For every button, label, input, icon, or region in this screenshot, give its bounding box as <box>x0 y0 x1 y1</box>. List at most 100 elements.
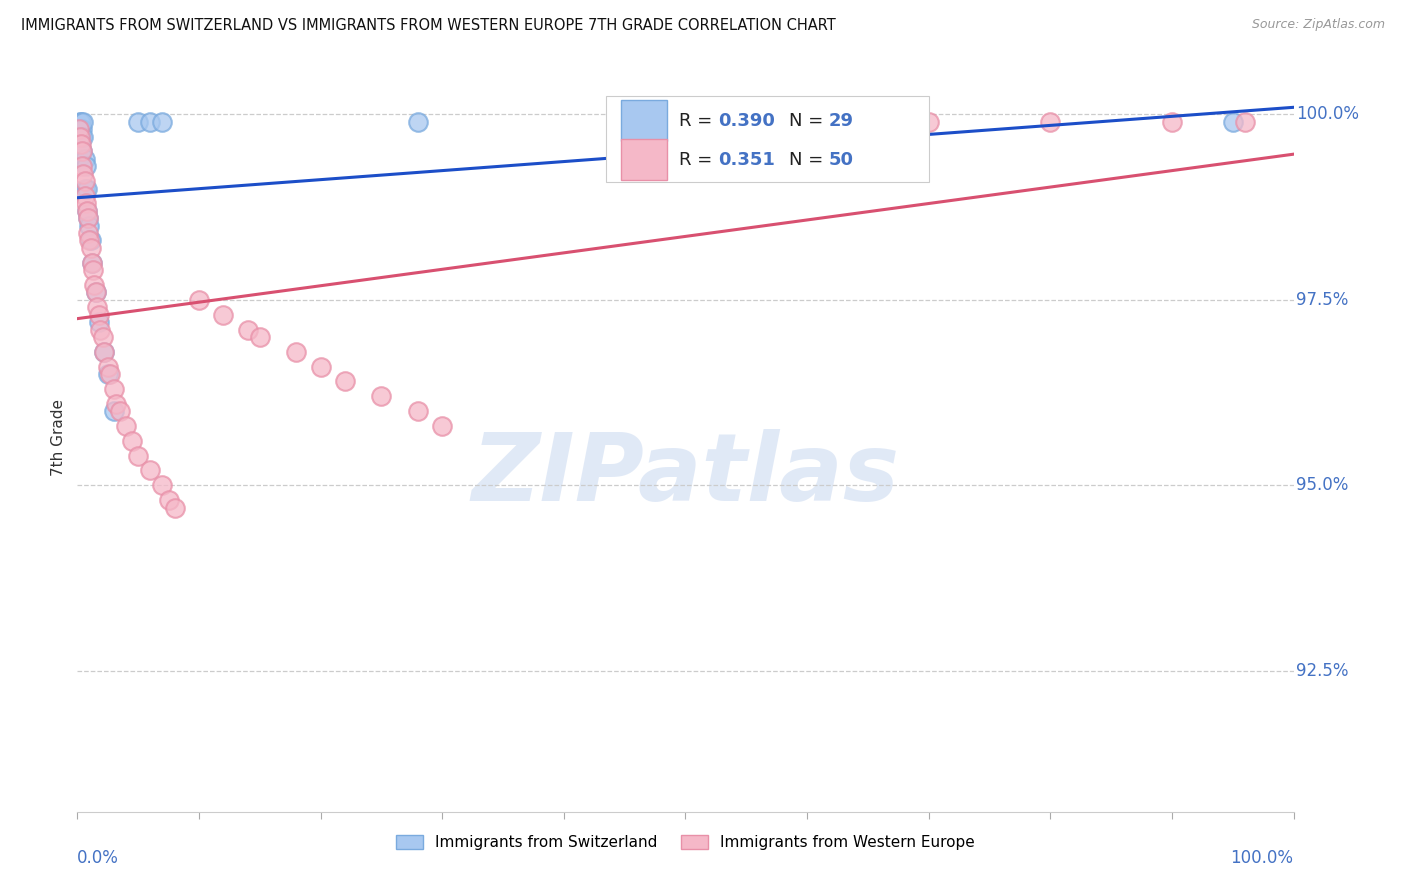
Point <box>69 129 91 144</box>
Point <box>103 404 125 418</box>
Point <box>309 359 332 374</box>
Point <box>103 382 125 396</box>
Point <box>70 145 93 159</box>
Text: 0.390: 0.390 <box>718 112 775 130</box>
Point <box>918 115 941 129</box>
Point <box>139 463 162 477</box>
Point <box>212 308 235 322</box>
FancyBboxPatch shape <box>621 100 668 142</box>
Point <box>97 367 120 381</box>
Point <box>91 330 114 344</box>
Point <box>430 419 453 434</box>
Point <box>97 359 120 374</box>
Point <box>76 203 98 218</box>
Point <box>76 181 98 195</box>
Point <box>70 122 93 136</box>
Text: N =: N = <box>789 112 828 130</box>
Point <box>163 500 186 515</box>
Point <box>89 308 111 322</box>
Point <box>79 219 101 233</box>
Point <box>370 389 392 403</box>
Point <box>89 315 111 329</box>
Text: 29: 29 <box>830 112 853 130</box>
Point <box>73 152 96 166</box>
Point <box>75 159 97 173</box>
Point <box>127 449 149 463</box>
Point <box>105 397 128 411</box>
Text: N =: N = <box>789 151 828 169</box>
Point <box>70 115 93 129</box>
Point <box>89 322 111 336</box>
Text: 97.5%: 97.5% <box>1296 291 1348 309</box>
Text: 0.351: 0.351 <box>718 151 775 169</box>
Point <box>77 226 100 240</box>
Point <box>70 136 93 151</box>
Text: IMMIGRANTS FROM SWITZERLAND VS IMMIGRANTS FROM WESTERN EUROPE 7TH GRADE CORRELAT: IMMIGRANTS FROM SWITZERLAND VS IMMIGRANT… <box>21 18 835 33</box>
Point <box>747 115 769 129</box>
Point <box>108 404 131 418</box>
Point <box>70 145 93 159</box>
Text: R =: R = <box>679 112 718 130</box>
Point <box>121 434 143 448</box>
Point <box>152 478 174 492</box>
Point <box>1222 115 1244 129</box>
Point <box>73 181 96 195</box>
Point <box>80 256 103 270</box>
Point <box>115 419 138 434</box>
Point <box>70 159 93 173</box>
Point <box>1233 115 1256 129</box>
Point <box>67 122 90 136</box>
Point <box>139 115 162 129</box>
Point <box>77 211 100 226</box>
Point <box>84 285 107 300</box>
Text: Source: ZipAtlas.com: Source: ZipAtlas.com <box>1251 18 1385 31</box>
Text: 100.0%: 100.0% <box>1296 105 1360 123</box>
Point <box>80 241 103 255</box>
Y-axis label: 7th Grade: 7th Grade <box>51 399 66 475</box>
Point <box>98 367 121 381</box>
Point <box>1161 115 1184 129</box>
Point <box>285 344 308 359</box>
Point <box>188 293 211 307</box>
Point <box>333 375 356 389</box>
Point <box>67 152 90 166</box>
Point <box>82 263 104 277</box>
Point <box>79 234 101 248</box>
Text: 100.0%: 100.0% <box>1230 849 1294 867</box>
Point <box>1039 115 1062 129</box>
FancyBboxPatch shape <box>606 96 929 182</box>
Point <box>73 189 96 203</box>
Point <box>80 256 103 270</box>
Point <box>236 322 259 336</box>
FancyBboxPatch shape <box>621 139 668 180</box>
Point <box>406 115 429 129</box>
Text: 50: 50 <box>830 151 853 169</box>
Point <box>70 145 93 159</box>
Text: 95.0%: 95.0% <box>1296 476 1348 494</box>
Point <box>93 344 115 359</box>
Point <box>76 203 98 218</box>
Point <box>127 115 149 129</box>
Point <box>75 196 97 211</box>
Point <box>72 115 94 129</box>
Point <box>69 115 91 129</box>
Point <box>86 300 108 314</box>
Point <box>73 174 96 188</box>
Point <box>406 404 429 418</box>
Legend: Immigrants from Switzerland, Immigrants from Western Europe: Immigrants from Switzerland, Immigrants … <box>389 830 981 856</box>
Point <box>80 234 103 248</box>
Point <box>157 493 180 508</box>
Point <box>83 278 105 293</box>
Text: 0.0%: 0.0% <box>77 849 120 867</box>
Point <box>249 330 271 344</box>
Point <box>72 129 94 144</box>
Point <box>93 344 115 359</box>
Point <box>72 167 94 181</box>
Point <box>77 211 100 226</box>
Point <box>69 129 91 144</box>
Point <box>70 129 93 144</box>
Text: ZIPatlas: ZIPatlas <box>471 428 900 521</box>
Text: R =: R = <box>679 151 718 169</box>
Text: 92.5%: 92.5% <box>1296 662 1348 680</box>
Point <box>84 285 107 300</box>
